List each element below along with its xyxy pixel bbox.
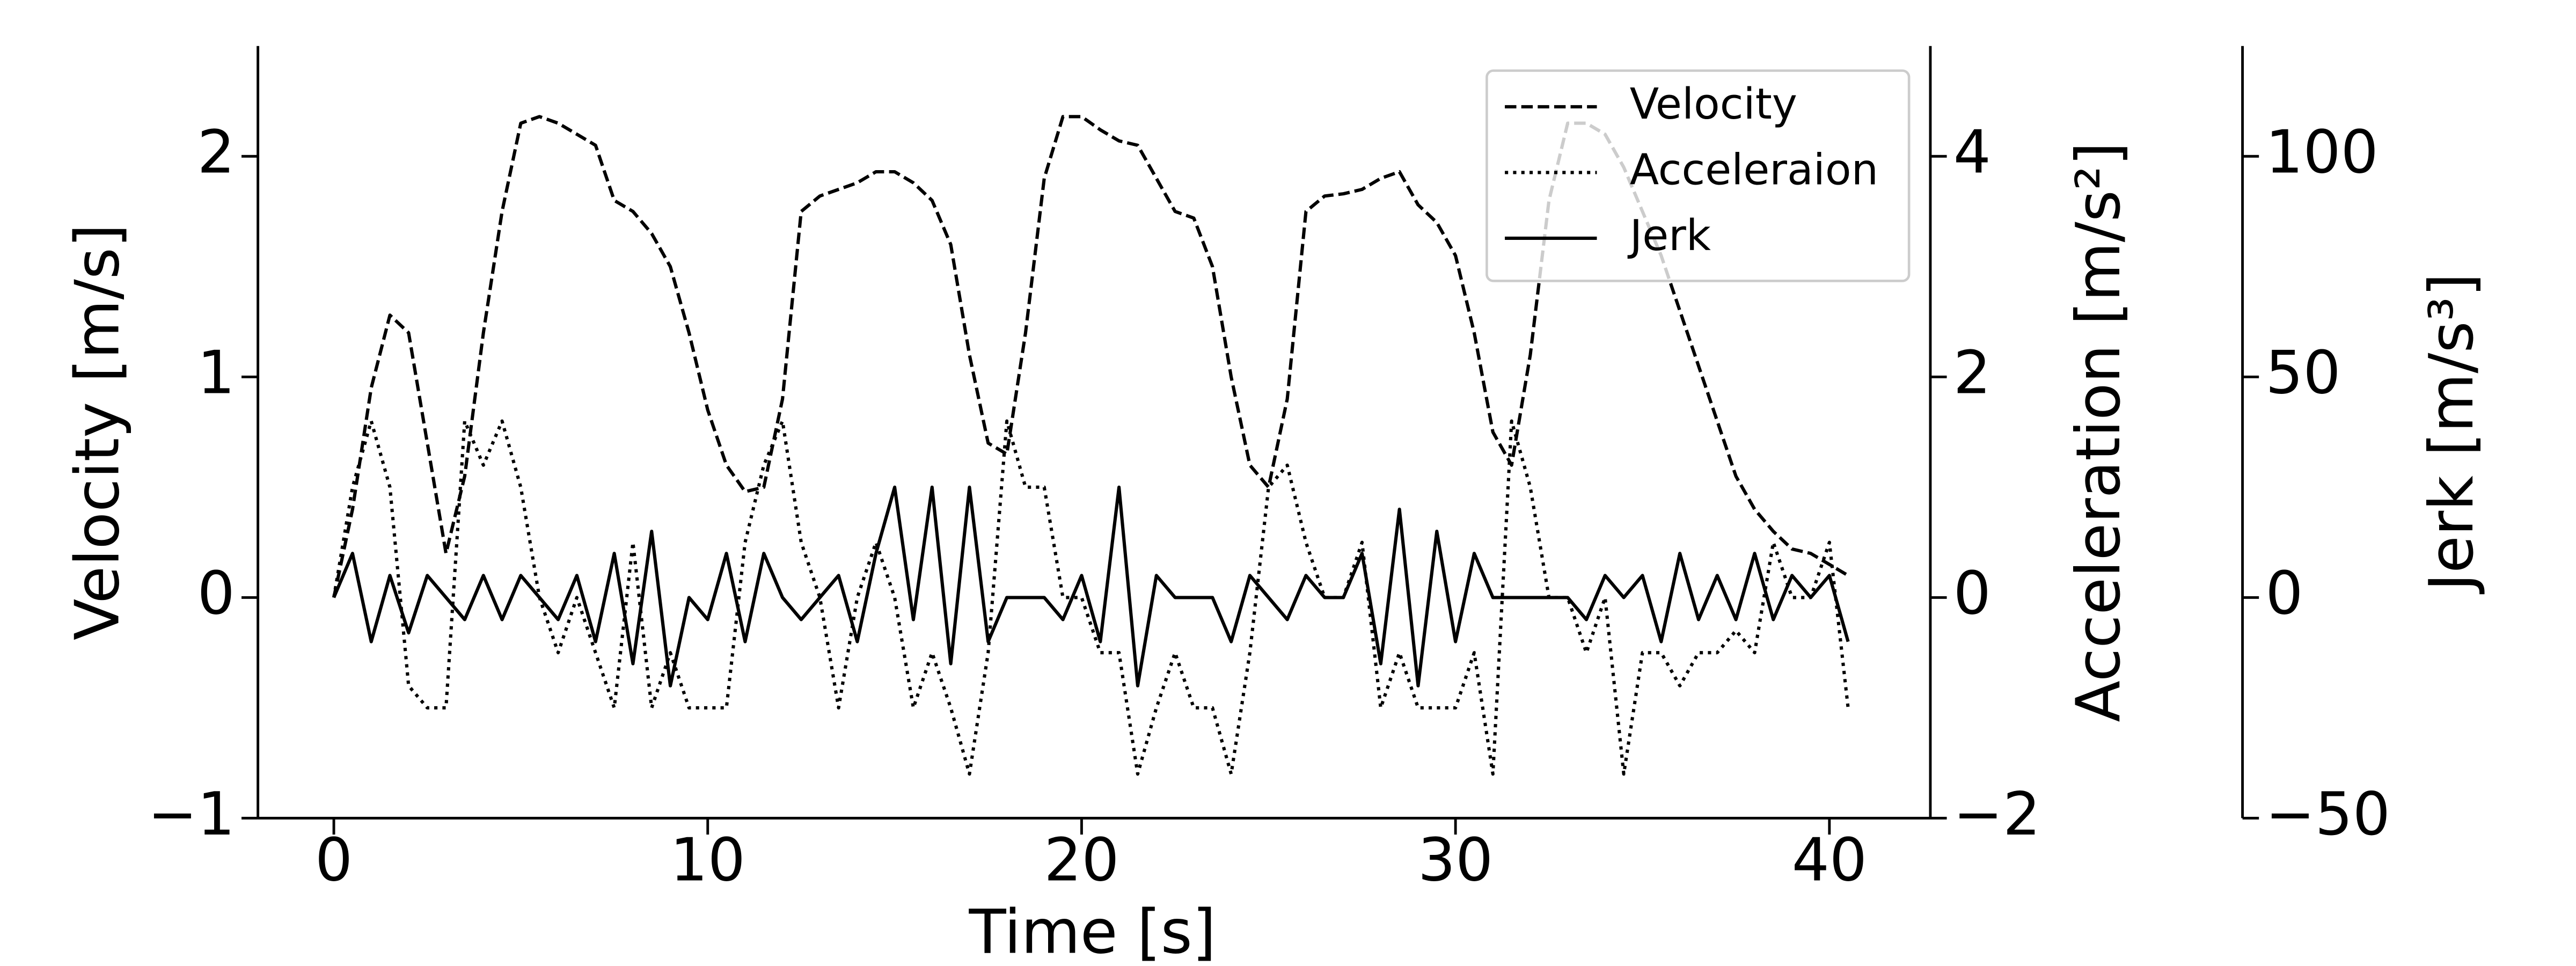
y-axis-label: Velocity [m/s] (62, 224, 133, 640)
y2-tick-label: 2 (1953, 339, 1991, 407)
x-tick-label: 30 (1418, 825, 1493, 894)
y-tick-label: −1 (148, 780, 235, 848)
legend-box (1485, 69, 1911, 282)
series-line (332, 419, 1850, 776)
y3-tick-label: 50 (2265, 339, 2340, 407)
y2-tick-label: 4 (1953, 118, 1991, 187)
y3-tick-label: −50 (2265, 780, 2390, 848)
y3-tick-label: 100 (2265, 118, 2378, 187)
y-tick-label: 1 (197, 339, 235, 407)
series-line (332, 485, 1850, 687)
y2-tick-label: 0 (1953, 559, 1991, 628)
x-tick-label: 0 (315, 825, 353, 894)
legend: Velocity Acceleraion Jerk (1485, 69, 1911, 282)
x-tick-label: 40 (1792, 825, 1867, 894)
y2-axis-label: Acceleration [m/s²] (2063, 142, 2134, 722)
x-axis-label: Time [s] (968, 897, 1216, 966)
legend-label: Acceleraion (1630, 144, 1878, 194)
x-tick-label: 10 (670, 825, 745, 894)
y3-axis-label: Jerk [m/s³] (2416, 273, 2487, 594)
y-tick-label: 0 (197, 559, 235, 628)
legend-label: Velocity (1630, 79, 1797, 129)
legend-label: Jerk (1627, 210, 1711, 260)
y-tick-label: 2 (197, 118, 235, 187)
x-tick-label: 20 (1044, 825, 1119, 894)
y3-tick-label: 0 (2265, 559, 2303, 628)
y2-tick-label: −2 (1953, 780, 2040, 848)
